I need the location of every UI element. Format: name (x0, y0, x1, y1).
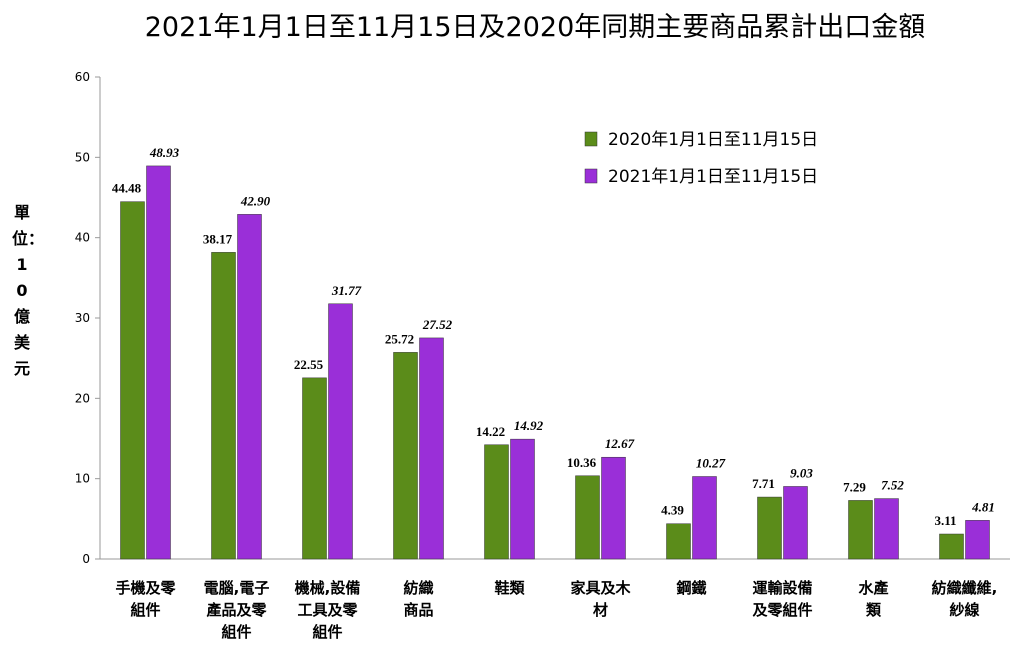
data-label: 10.27 (696, 455, 726, 470)
bar (302, 377, 327, 560)
bar (757, 496, 782, 560)
bar (237, 214, 262, 560)
x-tick-label: 紡織 商品 (403, 579, 434, 619)
data-label: 14.92 (514, 418, 544, 433)
bar (939, 533, 964, 560)
bar (783, 486, 808, 560)
data-label: 31.77 (331, 283, 362, 298)
data-label: 4.39 (661, 503, 684, 518)
legend-swatch (584, 131, 598, 147)
y-tick-label: 20 (75, 391, 90, 405)
legend-label: 2020年1月1日至11月15日 (608, 130, 818, 150)
bar (965, 520, 990, 560)
data-label: 27.52 (422, 317, 453, 332)
data-label: 22.55 (294, 357, 324, 372)
data-label: 12.67 (605, 436, 635, 451)
data-label: 7.29 (843, 479, 866, 494)
bar (120, 201, 145, 560)
x-tick-label: 紡織纖維, 紗線 (931, 579, 998, 619)
bar (848, 500, 873, 560)
bar (692, 476, 717, 560)
legend-swatch (584, 168, 598, 184)
data-label: 9.03 (790, 465, 813, 480)
bar (484, 444, 509, 560)
y-tick-label: 0 (82, 552, 90, 566)
x-tick-label: 電腦,電子 產品及零 組件 (203, 579, 270, 641)
data-label: 44.48 (112, 181, 142, 196)
y-axis-label: 單位：10億美元 (12, 203, 45, 378)
bar (666, 523, 691, 560)
x-tick-label: 家具及木 材 (570, 579, 631, 619)
legend-label: 2021年1月1日至11月15日 (608, 167, 818, 187)
data-label: 10.36 (567, 455, 597, 470)
x-tick-label: 手機及零 組件 (115, 579, 176, 619)
x-tick-label: 鞋類 (494, 579, 525, 597)
y-tick-label: 30 (75, 311, 90, 325)
x-tick-label: 水產 類 (858, 579, 889, 619)
y-tick-label: 40 (75, 231, 90, 245)
bar (874, 498, 899, 560)
bar (146, 165, 171, 560)
x-tick-label: 機械,設備 工具及零 組件 (294, 579, 361, 641)
y-tick-label: 60 (75, 70, 90, 84)
data-label: 4.81 (971, 499, 995, 514)
data-label: 14.22 (476, 424, 505, 439)
data-label: 3.11 (934, 513, 956, 528)
bar (575, 475, 600, 560)
bar (211, 252, 236, 560)
y-tick-label: 50 (75, 150, 90, 164)
data-label: 25.72 (385, 331, 414, 346)
data-label: 7.71 (752, 476, 775, 491)
data-label: 48.93 (149, 145, 180, 160)
bar (601, 456, 626, 560)
data-label: 7.52 (881, 478, 904, 493)
bar (393, 352, 418, 560)
chart-title: 2021年1月1日至11月15日及2020年同期主要商品累計出口金額 (145, 12, 926, 43)
y-tick-label: 10 (75, 472, 90, 486)
data-label: 38.17 (203, 231, 233, 246)
bar (510, 438, 535, 560)
bar (328, 303, 353, 560)
bar (419, 337, 444, 560)
x-tick-label: 運輸設備 及零組件 (752, 579, 813, 619)
data-label: 42.90 (240, 193, 271, 208)
x-tick-label: 鋼鐵 (676, 579, 707, 597)
